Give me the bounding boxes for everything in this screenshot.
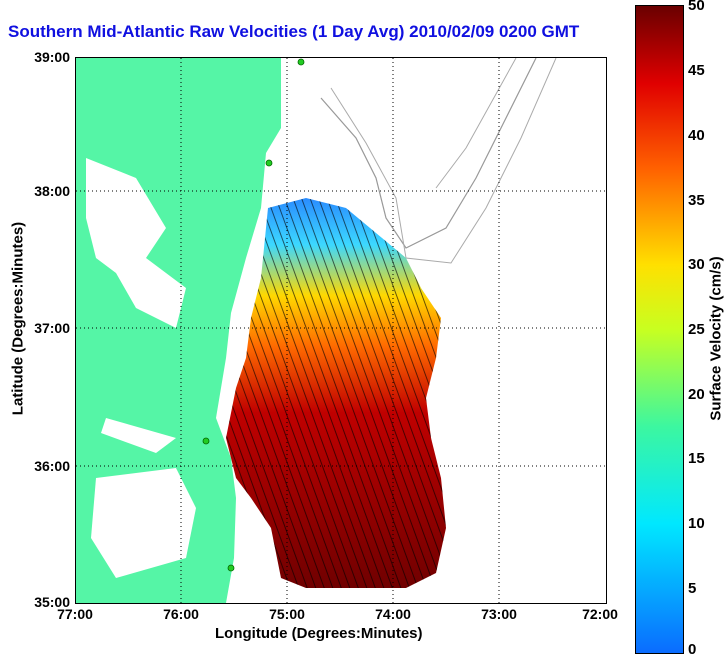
y-tick: 38:00 xyxy=(34,183,70,199)
colorbar-tick: 10 xyxy=(688,515,705,532)
map-title: Southern Mid-Atlantic Raw Velocities (1 … xyxy=(8,22,580,41)
chesapeake-bay xyxy=(86,158,186,328)
colorbar-tick: 15 xyxy=(688,450,705,467)
pamlico-sound xyxy=(91,468,196,578)
gridlines xyxy=(76,58,606,603)
x-tick: 73:00 xyxy=(481,606,517,622)
y-tick: 37:00 xyxy=(34,320,70,336)
colorbar-tick: 50 xyxy=(688,0,705,14)
colorbar-gradient xyxy=(636,6,683,653)
y-tick: 39:00 xyxy=(34,49,70,65)
colorbar-tick: 5 xyxy=(688,580,697,597)
y-axis-title: Latitude (Degrees:Minutes) xyxy=(9,221,27,416)
bathymetry-contour xyxy=(320,58,537,249)
x-tick: 72:00 xyxy=(582,606,618,622)
radar-stations xyxy=(202,58,305,572)
x-tick: 74:00 xyxy=(375,606,411,622)
colorbar-tick: 40 xyxy=(688,127,705,144)
x-axis-title: Longitude (Degrees:Minutes) xyxy=(215,625,423,642)
colorbar-tick: 30 xyxy=(688,256,705,273)
x-tick: 75:00 xyxy=(269,606,305,622)
x-tick: 77:00 xyxy=(57,606,93,622)
map-area[interactable] xyxy=(75,57,607,604)
colorbar-tick: 45 xyxy=(688,62,705,79)
colorbar-tick: 35 xyxy=(688,192,705,209)
colorbar xyxy=(635,5,684,654)
y-tick: 35:00 xyxy=(34,594,70,610)
map-svg xyxy=(76,58,606,603)
colorbar-tick: 25 xyxy=(688,321,705,338)
colorbar-tick: 20 xyxy=(688,386,705,403)
y-tick: 36:00 xyxy=(34,458,70,474)
colorbar-tick: 0 xyxy=(688,641,697,658)
x-tick: 76:00 xyxy=(163,606,199,622)
colorbar-label: Surface Velocity (cm/s) xyxy=(707,256,724,421)
